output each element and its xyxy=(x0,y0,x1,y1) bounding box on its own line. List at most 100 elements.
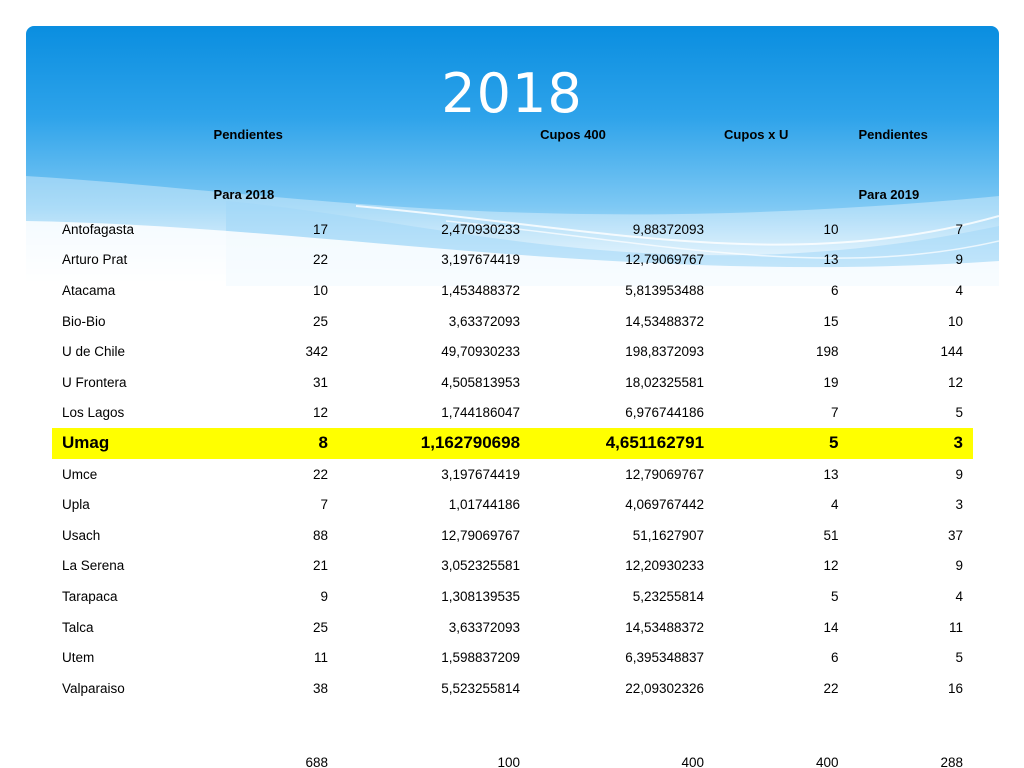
table-cell: 4 xyxy=(830,497,839,513)
table-cell: 5,23255814 xyxy=(632,588,705,604)
table-cell: 7 xyxy=(320,497,328,513)
table-row: Antofagasta 17 2,470930233 9,88372093 10 7 xyxy=(52,214,973,245)
table-row: Bio-Bio 25 3,63372093 14,53488372 15 10 xyxy=(52,306,973,337)
table-row: Usach 88 12,79069767 51,1627907 51 37 xyxy=(52,520,973,551)
data-table: Pendientes Cupos 400 Cupos x U Pendiente… xyxy=(52,118,973,768)
table-cell: 25 xyxy=(312,619,328,635)
wave-decoration xyxy=(26,176,999,286)
header-para-2019: Para 2019 xyxy=(858,187,920,202)
table-cell: 3 xyxy=(838,428,973,459)
table-cell: 3,63372093 xyxy=(448,619,521,635)
row-label: Antofagasta xyxy=(62,221,135,237)
table-cell: 25 xyxy=(312,313,328,329)
table-row: Umce 22 3,197674419 12,79069767 13 9 xyxy=(52,459,973,490)
table-cell: 3,052325581 xyxy=(441,558,521,574)
table-cell: 9,88372093 xyxy=(632,221,705,237)
table-cell: 38 xyxy=(312,680,328,696)
table-cell: 31 xyxy=(312,374,328,390)
table-cell: 6 xyxy=(830,650,839,666)
total-cell: 100 xyxy=(497,755,521,768)
table-cell: 3,63372093 xyxy=(448,313,521,329)
table-cell: 12,79069767 xyxy=(625,252,705,268)
table-cell: 3 xyxy=(955,497,963,513)
table-cell: 198,8372093 xyxy=(625,344,705,360)
row-label: Upla xyxy=(62,497,90,513)
table-cell: 5 xyxy=(704,428,839,459)
table-cell: 17 xyxy=(312,221,328,237)
table-cell: 5 xyxy=(830,588,839,604)
table-cell: 4,069767442 xyxy=(625,497,705,513)
header-cupos-x-u: Cupos x U xyxy=(724,126,789,142)
table-cell: 10 xyxy=(947,313,963,329)
table-row: Los Lagos 12 1,744186047 6,976744186 7 5 xyxy=(52,398,973,429)
table-cell: 1,453488372 xyxy=(441,282,521,298)
header-pendientes-2: Pendientes xyxy=(858,126,928,142)
table-cell: 51 xyxy=(823,527,839,543)
table-cell: 22 xyxy=(312,466,328,482)
total-cell: 288 xyxy=(940,755,963,768)
table-cell: 5 xyxy=(955,405,963,421)
header-para-2018: Para 2018 xyxy=(213,187,275,202)
table-cell: 9 xyxy=(955,466,963,482)
table-cell: 5 xyxy=(955,650,963,666)
table-cell: 14,53488372 xyxy=(625,313,705,329)
table-cell: 12,79069767 xyxy=(625,466,705,482)
table-cell: 144 xyxy=(940,344,963,360)
header-row-2: Para 2018 Para 2019 xyxy=(52,150,973,214)
table-row: Upla 7 1,01744186 4,069767442 4 3 xyxy=(52,489,973,520)
row-label: Arturo Prat xyxy=(62,252,128,268)
table-cell: 22 xyxy=(312,252,328,268)
row-label: Utem xyxy=(62,650,95,666)
row-label: U de Chile xyxy=(62,344,126,360)
table-cell: 3,197674419 xyxy=(441,466,521,482)
table-cell: 4 xyxy=(955,282,963,298)
table-row: Utem 11 1,598837209 6,395348837 6 5 xyxy=(52,642,973,673)
table-cell: 5,813953488 xyxy=(625,282,705,298)
table-cell: 11 xyxy=(313,650,328,666)
table-cell: 8 xyxy=(193,428,328,459)
table-cell: 2,470930233 xyxy=(441,221,521,237)
table-row: Atacama 10 1,453488372 5,813953488 6 4 xyxy=(52,275,973,306)
total-cell: 400 xyxy=(681,755,705,768)
table-cell: 37 xyxy=(947,527,963,543)
row-label: Tarapaca xyxy=(62,588,118,604)
table-cell: 18,02325581 xyxy=(625,374,705,390)
table-cell: 9 xyxy=(955,558,963,574)
table-cell: 198 xyxy=(815,344,839,360)
table-cell: 5,523255814 xyxy=(441,680,521,696)
table-cell: 1,598837209 xyxy=(441,650,521,666)
row-label: U Frontera xyxy=(62,374,127,390)
table-cell: 6,976744186 xyxy=(625,405,705,421)
table-cell: 12 xyxy=(823,558,839,574)
table-cell: 21 xyxy=(312,558,328,574)
table-row: Arturo Prat 22 3,197674419 12,79069767 13 9 xyxy=(52,245,973,276)
table-cell: 12 xyxy=(312,405,328,421)
header-cupos-400: Cupos 400 xyxy=(540,126,606,142)
table-cell: 6 xyxy=(830,282,839,298)
table-row: Tarapaca 9 1,308139535 5,23255814 5 4 xyxy=(52,581,973,612)
header-pendientes: Pendientes xyxy=(213,126,283,142)
table-cell: 15 xyxy=(823,313,839,329)
row-label: Talca xyxy=(62,619,94,635)
table-cell: 19 xyxy=(823,374,839,390)
table-row: Umag 8 1,162790698 4,651162791 5 3 xyxy=(52,428,973,459)
table-cell: 10 xyxy=(823,221,839,237)
table-cell: 4,505813953 xyxy=(441,374,521,390)
table-cell: 14,53488372 xyxy=(625,619,705,635)
table-cell: 1,01744186 xyxy=(448,497,521,513)
table-cell: 12 xyxy=(947,374,963,390)
table-row: Valparaiso 38 5,523255814 22,09302326 22 16 xyxy=(52,673,973,704)
table-cell: 49,70930233 xyxy=(441,344,521,360)
table-cell: 7 xyxy=(830,405,839,421)
table-cell: 14 xyxy=(823,619,839,635)
table-cell: 3,197674419 xyxy=(441,252,521,268)
row-label: Usach xyxy=(62,527,101,543)
table-row: Talca 25 3,63372093 14,53488372 14 11 xyxy=(52,612,973,643)
table-cell: 13 xyxy=(823,252,839,268)
total-cell: 400 xyxy=(815,755,839,768)
row-label: Umce xyxy=(62,466,98,482)
table-cell: 4 xyxy=(955,588,963,604)
table-cell: 1,308139535 xyxy=(441,588,521,604)
table-cell: 1,162790698 xyxy=(327,428,521,459)
row-label: Los Lagos xyxy=(62,405,125,421)
